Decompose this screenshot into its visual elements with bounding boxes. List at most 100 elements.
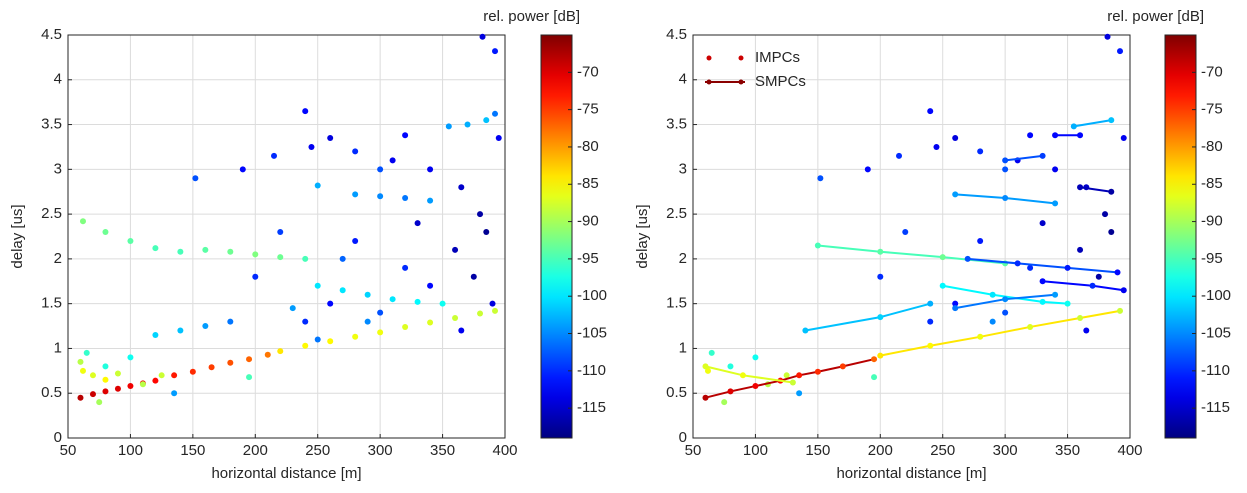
point [483, 117, 490, 124]
point [364, 318, 371, 325]
point [277, 229, 284, 236]
point [277, 254, 284, 261]
point [871, 374, 878, 381]
colorbar-tick-label: -85 [1201, 175, 1223, 192]
point [127, 237, 134, 244]
point [152, 332, 159, 339]
y-tick-label: 3.5 [666, 116, 687, 133]
point [271, 152, 278, 159]
x-tick-label: 300 [993, 442, 1018, 459]
point [377, 309, 384, 316]
point [702, 394, 709, 401]
point [389, 157, 396, 164]
colorbar-tick-label: -80 [577, 138, 599, 155]
colorbar-tick-label: -115 [1201, 399, 1230, 416]
x-tick-label: 150 [180, 442, 205, 459]
point [427, 166, 434, 173]
point [796, 390, 803, 397]
y-axis-label: delay [us] [634, 204, 651, 268]
point [427, 197, 434, 204]
x-tick-label: 150 [805, 442, 830, 459]
legend-marker [706, 79, 712, 85]
x-axis-label: horizontal distance [m] [836, 465, 986, 482]
point [1077, 314, 1084, 321]
track [967, 257, 1118, 274]
point [352, 333, 359, 340]
point [327, 300, 334, 307]
x-tick-label: 100 [743, 442, 768, 459]
point [492, 307, 499, 314]
point [152, 245, 159, 252]
point [1095, 273, 1102, 280]
point [152, 377, 159, 384]
point [327, 134, 334, 141]
point [339, 287, 346, 294]
point [796, 372, 803, 379]
colorbar-tick-label: -90 [577, 213, 599, 230]
point [817, 175, 824, 182]
point [1002, 166, 1009, 173]
point [77, 394, 84, 401]
point [1039, 298, 1046, 305]
point [402, 194, 409, 201]
y-tick-label: 3 [679, 160, 687, 177]
point [752, 383, 759, 390]
y-tick-label: 0 [54, 429, 62, 446]
point [1002, 194, 1009, 201]
x-tick-label: 50 [685, 442, 702, 459]
x-tick-label: 300 [368, 442, 393, 459]
point [208, 364, 215, 371]
point [79, 218, 86, 225]
point [1114, 269, 1121, 276]
point [364, 291, 371, 298]
point [102, 363, 109, 370]
point [977, 237, 984, 244]
point [389, 296, 396, 303]
point [445, 123, 452, 130]
point [492, 110, 499, 117]
point [114, 385, 121, 392]
point [1064, 264, 1071, 271]
point [246, 374, 253, 381]
colorbar-tick-label: -95 [1201, 250, 1223, 267]
point [314, 182, 321, 189]
point [252, 273, 259, 280]
point [102, 376, 109, 383]
point [977, 148, 984, 155]
point [352, 148, 359, 155]
point [702, 363, 709, 370]
point [871, 356, 878, 363]
point [192, 175, 199, 182]
point [727, 363, 734, 370]
point [989, 291, 996, 298]
point [477, 310, 484, 317]
point [927, 108, 934, 115]
point [989, 318, 996, 325]
point [352, 237, 359, 244]
point [952, 300, 959, 307]
point [314, 336, 321, 343]
point [402, 323, 409, 330]
point [427, 282, 434, 289]
point [1064, 300, 1071, 307]
point [789, 379, 796, 386]
y-tick-label: 4 [679, 71, 687, 88]
point [227, 359, 234, 366]
point [452, 314, 459, 321]
track [880, 309, 1121, 357]
point [139, 381, 146, 388]
legend-marker [706, 55, 712, 61]
plot: 50 100 150 200 250 300 350 400 0 0.5 1 1.5 2 2.5 3 3.5 4… [634, 8, 1231, 482]
point [1052, 200, 1059, 207]
point [495, 134, 502, 141]
point [964, 255, 971, 262]
y-tick-label: 3 [54, 160, 62, 177]
colorbar-label: rel. power [dB] [1107, 8, 1204, 25]
axes-box [67, 34, 506, 439]
point [464, 121, 471, 128]
point [814, 368, 821, 375]
point [1104, 33, 1111, 40]
y-tick-label: 4.5 [666, 26, 687, 43]
track [705, 358, 875, 399]
